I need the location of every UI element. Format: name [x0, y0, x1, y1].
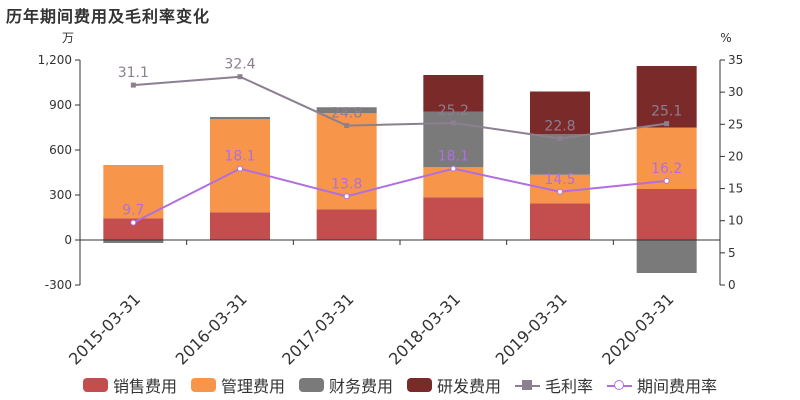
line-0-data-label: 31.1: [118, 65, 149, 81]
legend-label-admin: 管理费用: [220, 377, 285, 396]
chart-title: 历年期间费用及毛利率变化: [6, 7, 211, 26]
y-right-tick-label: 15: [728, 182, 743, 196]
bar-0-2020-03-31: [636, 189, 697, 240]
y-left-unit: 万: [62, 31, 74, 45]
legend-label-finance: 财务费用: [328, 377, 393, 396]
bar-0-2019-03-31: [530, 203, 590, 240]
y-right-tick-label: 25: [728, 117, 743, 131]
line-0-point: [664, 121, 670, 127]
y-right-tick-label: 20: [728, 149, 743, 163]
bar-0-2017-03-31: [316, 209, 377, 240]
combo-chart: -300 0 300 600 900 1,200 0 5 10 15 20 25 30 35 万 % 2015-…: [38, 31, 744, 369]
bar-2-2019-03-31: [530, 134, 590, 175]
legend-item-sales[interactable]: 销售费用: [82, 373, 177, 397]
line-1-data-label: 18.1: [224, 149, 255, 165]
y-right-tick-label: 30: [728, 85, 743, 99]
y-right-tick-label: 0: [728, 278, 736, 292]
y-left-tick-label: 1,200: [38, 53, 72, 67]
legend-swatch-finance: [298, 378, 324, 392]
x-tick-label: 2018-03-31: [385, 289, 464, 368]
line-1-point: [343, 193, 350, 200]
line-1-data-label: 14.5: [544, 172, 575, 188]
bar-2-2017-03-31: [316, 107, 377, 114]
line-0-path: [133, 75, 667, 140]
y-left-tick-label: 0: [64, 233, 72, 247]
y-left-tick-label: 600: [49, 143, 72, 157]
legend-swatch-sales: [82, 378, 108, 392]
bar-3-2019-03-31: [530, 91, 590, 135]
bar-1-2018-03-31: [423, 167, 484, 198]
line-0-point: [344, 123, 350, 129]
y-left-tick-label: -300: [45, 278, 72, 292]
x-tick-label: 2016-03-31: [172, 289, 251, 368]
line-0-point: [237, 74, 243, 80]
x-tick-label: 2020-03-31: [598, 289, 677, 368]
line-1-path: [132, 167, 667, 224]
bar-0-2016-03-31: [210, 212, 270, 240]
y-right-tick-label: 35: [728, 53, 743, 67]
line-1-data-label: 16.2: [651, 161, 682, 177]
line-1-point: [663, 177, 670, 184]
legend-item-gross-margin[interactable]: 毛利率: [515, 373, 593, 397]
legend-swatch-admin: [190, 378, 216, 392]
line-0-data-label: 25.2: [438, 103, 469, 119]
line-0-data-label: 32.4: [224, 57, 255, 73]
legend-label-expense-rate: 期间费用率: [637, 377, 718, 396]
x-tick-label: 2015-03-31: [65, 289, 144, 368]
line-0-data-label: 25.1: [651, 104, 682, 120]
legend-label-sales: 销售费用: [112, 377, 177, 396]
line-1-point: [130, 219, 137, 226]
y-right-tick-label: 5: [728, 246, 736, 260]
line-1-point: [450, 165, 457, 172]
legend-item-admin[interactable]: 管理费用: [190, 373, 285, 397]
line-0-point: [130, 82, 136, 88]
bar-1-2015-03-31: [103, 165, 164, 219]
legend-item-finance[interactable]: 财务费用: [298, 373, 393, 397]
line-0-data-label: 24.8: [331, 106, 362, 122]
line-0-data-label: 22.8: [544, 118, 575, 134]
line-0-point: [557, 135, 563, 141]
line-0-point: [450, 120, 456, 126]
y-left-tick-label: 900: [49, 98, 72, 112]
x-tick-label: 2017-03-31: [278, 289, 357, 368]
bar-2-2015-03-31: [103, 240, 164, 243]
bar-3-2018-03-31: [423, 75, 484, 112]
bar-1-2017-03-31: [316, 113, 377, 210]
line-1-data-label: 18.1: [438, 149, 469, 165]
legend-label-gross-margin: 毛利率: [545, 377, 594, 396]
chart-legend: 销售费用 管理费用 财务费用 研发费用 毛利率 期间费用率: [0, 371, 800, 399]
line-1-point: [557, 188, 563, 195]
bar-0-2018-03-31: [423, 197, 484, 240]
y-right-tick-label: 10: [728, 214, 743, 228]
bar-2-2020-03-31: [636, 240, 697, 273]
line-1-data-label: 9.7: [122, 203, 144, 219]
bar-3-2020-03-31: [636, 66, 697, 128]
legend-item-expense-rate[interactable]: 期间费用率: [607, 373, 717, 397]
legend-label-rnd: 研发费用: [437, 377, 502, 396]
bar-0-2015-03-31: [103, 218, 164, 240]
line-1-point: [237, 165, 243, 172]
y-right-unit: %: [720, 31, 731, 45]
bar-2-2016-03-31: [210, 117, 270, 120]
legend-line-square-icon: [515, 378, 541, 392]
legend-item-rnd[interactable]: 研发费用: [407, 373, 501, 397]
y-left-tick-label: 300: [49, 188, 72, 202]
legend-swatch-rnd: [407, 378, 432, 392]
line-1-data-label: 13.8: [331, 176, 362, 192]
legend-line-circle-icon: [607, 378, 633, 392]
x-tick-label: 2019-03-31: [492, 289, 571, 368]
